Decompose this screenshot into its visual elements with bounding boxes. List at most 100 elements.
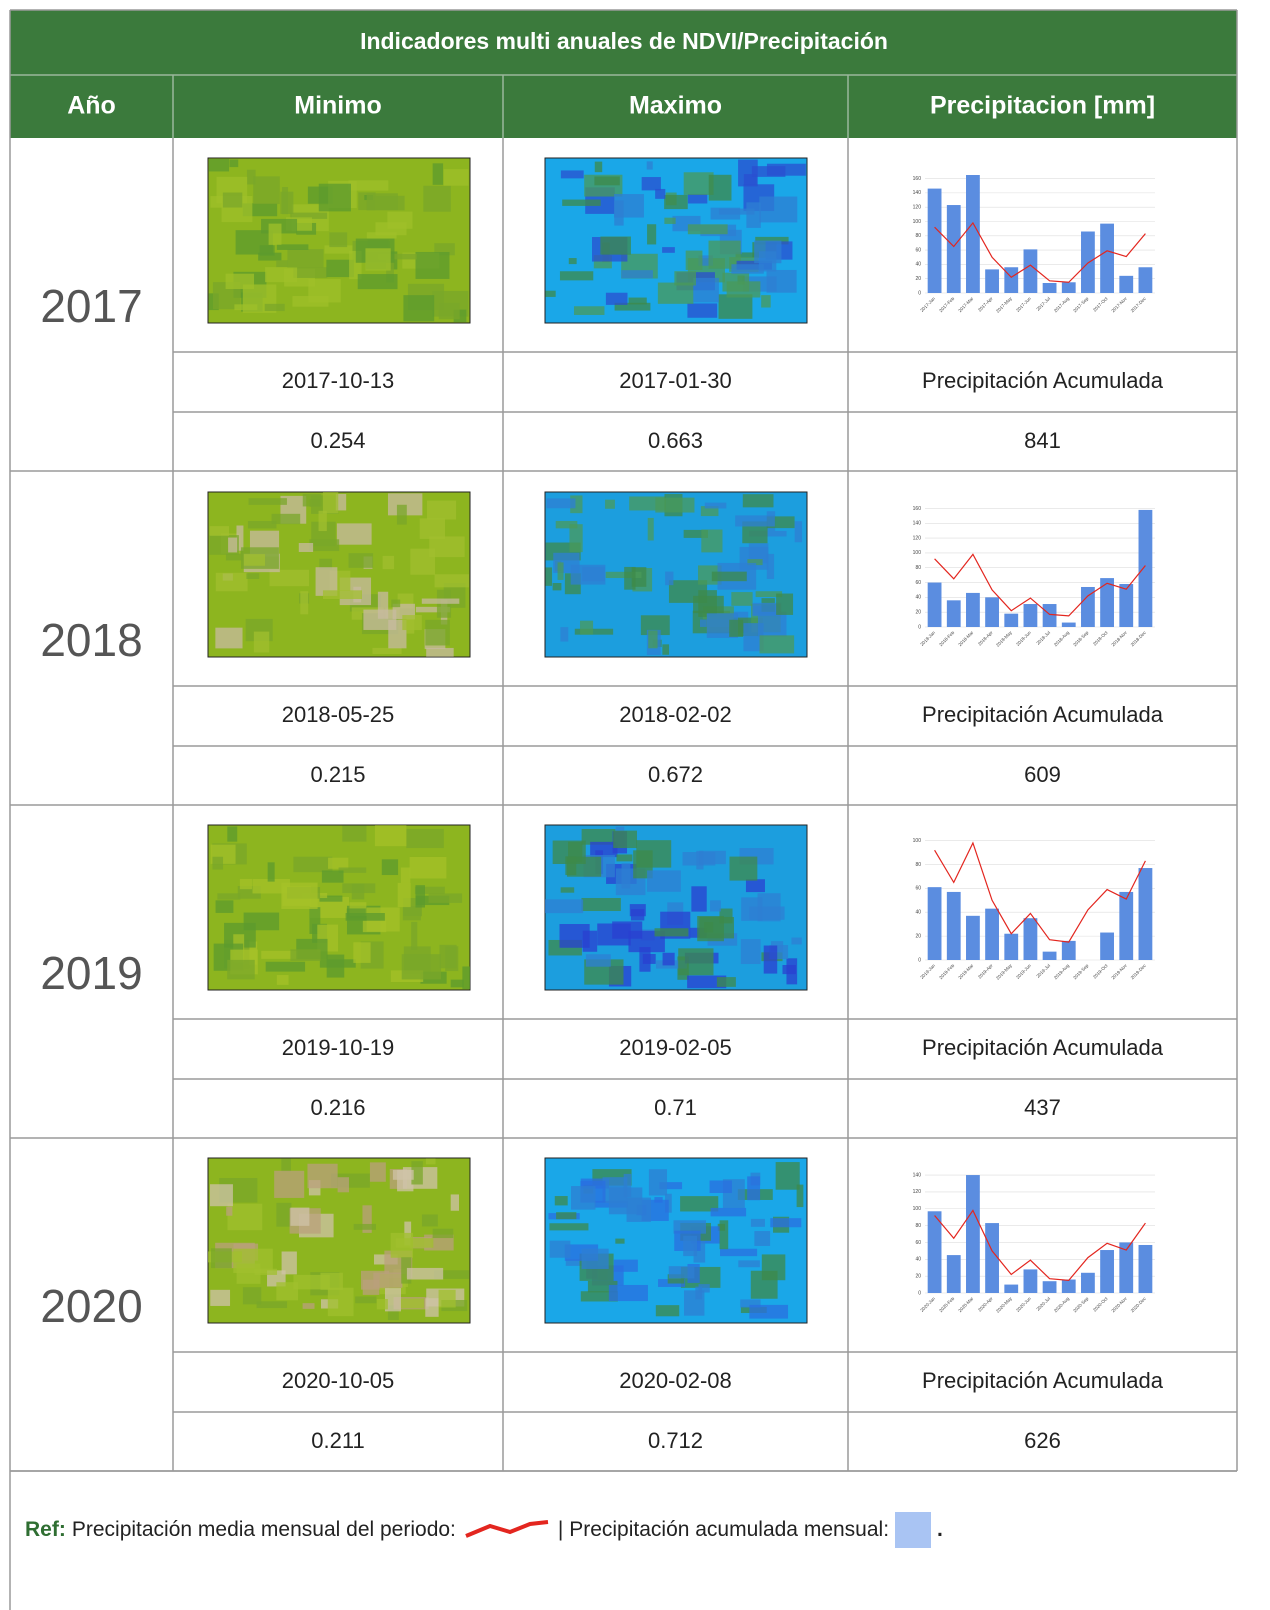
map-patch <box>384 1288 401 1312</box>
bar <box>1004 933 1019 960</box>
y-tick-label: 120 <box>913 1189 922 1195</box>
bar <box>985 908 999 960</box>
bar <box>966 175 980 293</box>
map-patch <box>674 271 697 286</box>
map-patch <box>309 499 321 507</box>
map-patch <box>227 959 255 980</box>
map-patch <box>729 856 758 881</box>
map-patch <box>228 537 238 553</box>
bar <box>1023 249 1038 293</box>
map-patch <box>335 493 347 511</box>
map-patch <box>450 1194 460 1211</box>
bar <box>985 269 999 293</box>
map-patch <box>581 828 616 845</box>
x-tick-label: 2020-Sep <box>1072 1296 1090 1314</box>
x-tick-label: 2018-Jul <box>1035 630 1051 646</box>
bar <box>1119 891 1134 960</box>
x-tick-label: 2018-Feb <box>938 630 956 648</box>
bar <box>1100 932 1114 960</box>
line <box>934 841 1146 943</box>
map-patch <box>662 952 675 966</box>
bar <box>1023 604 1038 627</box>
max-date: 2018-02-02 <box>619 702 732 727</box>
x-tick-label: 2019-Sep <box>1072 963 1090 981</box>
map-patch <box>560 627 569 642</box>
map-patch <box>392 1169 414 1180</box>
map-patch <box>697 915 724 942</box>
map-patch <box>425 619 450 646</box>
map-patch <box>766 553 775 579</box>
bar <box>1042 604 1057 627</box>
min-value: 0.254 <box>310 428 365 453</box>
map-patch <box>585 954 611 967</box>
map-patch <box>264 303 285 312</box>
map-patch <box>415 885 425 908</box>
map-patch <box>337 1177 349 1193</box>
map-patch <box>222 192 243 208</box>
min-value: 0.211 <box>311 1428 364 1453</box>
map-patch <box>623 1173 632 1198</box>
map-patch <box>209 1184 233 1207</box>
precip-total: 437 <box>1024 1095 1061 1120</box>
map-patch <box>647 224 657 245</box>
map-patch <box>545 290 556 297</box>
map-patch <box>646 161 653 170</box>
x-tick-label: 2020-Feb <box>938 1296 956 1314</box>
map-patch <box>573 306 605 315</box>
max-date: 2019-02-05 <box>619 1035 732 1060</box>
map-patch <box>348 180 389 191</box>
map-patch <box>559 271 594 281</box>
map-patch <box>687 224 728 235</box>
map-patch <box>562 199 601 206</box>
map-patch <box>711 571 747 582</box>
map-patch <box>246 573 260 579</box>
x-tick-label: 2019-Apr <box>977 963 994 980</box>
y-tick-label: 140 <box>913 521 922 527</box>
map-patch <box>628 297 647 305</box>
ndvi-map <box>544 1157 808 1324</box>
year: 2020 <box>40 1280 142 1332</box>
map-patch <box>687 193 708 204</box>
map-patch <box>276 975 289 985</box>
map-patch <box>287 249 324 268</box>
map-patch <box>308 279 341 303</box>
y-tick-label: 60 <box>915 1240 921 1246</box>
year: 2019 <box>40 947 142 999</box>
map-patch <box>667 1274 685 1284</box>
line <box>934 1209 1146 1281</box>
y-tick-label: 60 <box>915 247 921 253</box>
map-patch <box>280 191 294 214</box>
map-patch <box>209 158 230 172</box>
bar <box>1061 1279 1076 1293</box>
map-patch <box>614 302 651 311</box>
map-patch <box>415 606 451 613</box>
bar <box>1061 622 1076 627</box>
map-patch <box>749 1304 789 1319</box>
map-patch <box>687 975 727 989</box>
ndvi-map <box>544 491 808 658</box>
map-patch <box>687 303 718 318</box>
map-patch <box>581 1248 609 1269</box>
bar <box>1100 223 1114 293</box>
y-tick-label: 160 <box>913 506 922 512</box>
map-patch <box>569 524 583 553</box>
ndvi-map <box>207 157 471 324</box>
map-patch <box>657 282 694 304</box>
map-patch <box>256 1301 288 1309</box>
bar <box>1042 282 1057 293</box>
map-patch <box>429 536 465 558</box>
map-patch <box>366 193 398 211</box>
map-patch <box>355 1296 377 1304</box>
bar <box>1100 578 1114 627</box>
x-tick-label: 2019-Mar <box>957 963 975 981</box>
map-patch <box>766 516 795 529</box>
map-patch <box>425 1158 436 1165</box>
map-patch <box>683 529 708 538</box>
map-patch <box>376 1299 388 1310</box>
map-patch <box>665 571 674 586</box>
map-patch <box>336 523 372 545</box>
map-patch <box>668 1266 695 1279</box>
ref-label: Ref: <box>25 1518 66 1541</box>
bar <box>946 891 961 960</box>
